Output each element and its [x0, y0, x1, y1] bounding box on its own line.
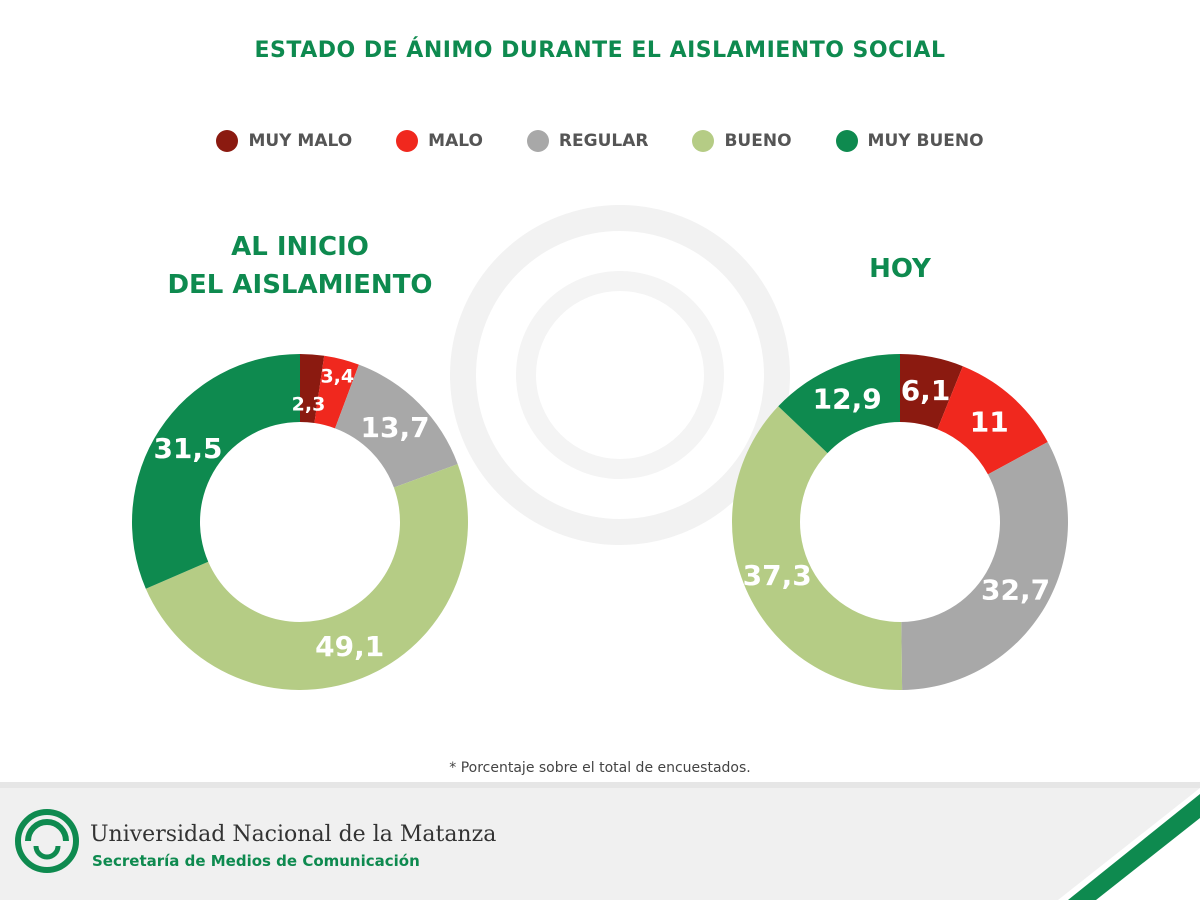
chart-title-inicio-line2: DEL AISLAMIENTO: [167, 270, 433, 300]
hoy-slice-muy-bueno: [778, 354, 900, 454]
chart-title-inicio: AL INICIO DEL AISLAMIENTO: [130, 228, 470, 304]
legend-item-muy-malo: MUY MALO: [216, 130, 352, 152]
legend-label-muy-malo: MUY MALO: [248, 131, 353, 151]
legend-label-bueno: BUENO: [724, 131, 792, 151]
hoy-slice-bueno: [732, 406, 903, 690]
legend-item-regular: REGULAR: [526, 130, 649, 152]
hoy-label-regular: 32,7: [981, 573, 1050, 606]
chart-title-hoy: HOY: [869, 254, 931, 284]
legend-label-malo: MALO: [428, 131, 483, 151]
footnote: * Porcentaje sobre el total de encuestad…: [449, 760, 751, 776]
university-logo-icon: [15, 809, 79, 873]
legend-item-malo: MALO: [396, 130, 483, 152]
legend-swatch-muy-bueno: [835, 130, 858, 152]
donut-chart-hoy: 6,1 11 32,7 37,3 12,9: [732, 354, 1068, 690]
inicio-slice-muy-malo: [300, 354, 325, 424]
legend-swatch-muy-malo: [216, 130, 239, 152]
hoy-slice-muy-malo: [900, 354, 963, 430]
hoy-label-malo: 11: [970, 406, 1009, 439]
inicio-label-malo: 3,4: [320, 366, 354, 388]
hoy-slice-regular: [901, 441, 1068, 690]
inicio-slice-regular: [335, 364, 458, 488]
legend-swatch-bueno: [692, 130, 715, 152]
inicio-label-muy-bueno: 31,5: [153, 432, 222, 465]
inicio-slice-malo: [314, 355, 359, 429]
legend-label-muy-bueno: MUY BUENO: [867, 131, 984, 151]
legend-label-regular: REGULAR: [558, 131, 649, 151]
department-name: Secretaría de Medios de Comunicación: [92, 852, 420, 870]
chart-title-inicio-line1: AL INICIO: [231, 232, 369, 262]
footer-bar: Universidad Nacional de la Matanza Secre…: [0, 782, 1200, 900]
inicio-label-bueno: 49,1: [315, 630, 384, 663]
chart-legend: MUY MALO MALO REGULAR BUENO MUY BUENO: [0, 130, 1200, 152]
hoy-label-muy-malo: 6,1: [901, 374, 951, 407]
inicio-label-muy-malo: 2,3: [292, 393, 326, 415]
footer-stripe-decoration: [1058, 788, 1200, 900]
inicio-label-regular: 13,7: [361, 411, 430, 444]
page-title: ESTADO DE ÁNIMO DURANTE EL AISLAMIENTO S…: [254, 38, 946, 63]
legend-swatch-regular: [526, 130, 549, 152]
legend-swatch-malo: [396, 130, 419, 152]
hoy-slice-malo: [937, 366, 1048, 475]
university-name: Universidad Nacional de la Matanza: [90, 822, 497, 847]
legend-item-muy-bueno: MUY BUENO: [835, 130, 984, 152]
inicio-slice-muy-bueno: [132, 354, 300, 589]
hoy-label-bueno: 37,3: [743, 559, 812, 592]
donut-chart-inicio: 2,3 3,4 13,7 49,1 31,5: [132, 354, 468, 690]
inicio-slice-bueno: [145, 464, 468, 690]
legend-item-bueno: BUENO: [692, 130, 792, 152]
hoy-label-muy-bueno: 12,9: [813, 382, 882, 415]
